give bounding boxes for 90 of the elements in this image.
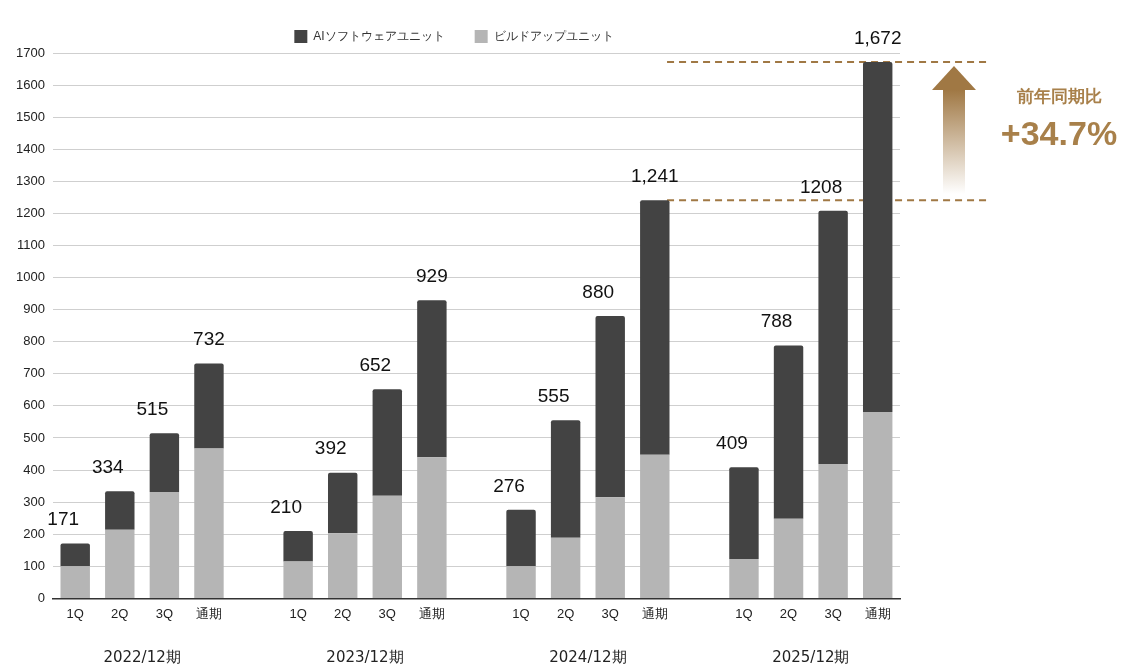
- total-label: 1,672: [853, 26, 902, 48]
- total-label: 732: [193, 328, 225, 350]
- y-tick-label: 1700: [16, 44, 45, 60]
- y-tick-label: 1500: [16, 108, 45, 124]
- text: 2023/12期: [326, 648, 404, 667]
- x-tick-label: 2Q: [334, 605, 352, 621]
- x-tick-label: 2Q: [111, 605, 129, 621]
- bar: [328, 472, 358, 534]
- y-tick-label: 100: [23, 557, 45, 573]
- y-tick-label: 1600: [16, 76, 45, 92]
- bar: [194, 363, 224, 449]
- bar: [595, 497, 625, 598]
- bar: [773, 345, 804, 519]
- x-tick-label: 3Q: [378, 605, 396, 621]
- total-label: 788: [760, 310, 793, 332]
- bar: [818, 210, 848, 464]
- text: +34.7%: [999, 114, 1119, 153]
- x-tick-label: 通期: [641, 605, 668, 621]
- text: 前年同期比: [1015, 85, 1103, 108]
- bar: [550, 420, 581, 538]
- y-tick-label: 900: [23, 301, 45, 317]
- x-tick-label: 1Q: [66, 605, 84, 621]
- bar: [640, 200, 670, 455]
- total-label: 1,241: [631, 164, 679, 186]
- bar: [372, 389, 403, 496]
- bar: [60, 543, 90, 567]
- bar: [595, 316, 625, 498]
- total-label: 171: [47, 508, 80, 530]
- total-label: 409: [716, 431, 748, 453]
- x-tick-label: 通期: [195, 605, 222, 621]
- y-tick-label: 600: [23, 397, 45, 413]
- total-label: 210: [270, 495, 302, 517]
- y-tick-label: 1100: [16, 237, 45, 253]
- text: 2024/12期: [549, 648, 627, 667]
- bar: [60, 566, 90, 598]
- bar: [283, 531, 313, 562]
- bar: [194, 448, 224, 598]
- total-label: 392: [314, 437, 347, 459]
- total-label: 555: [537, 385, 570, 407]
- bar: [506, 566, 536, 598]
- bar: [729, 558, 759, 598]
- bar: [550, 537, 581, 598]
- bar: [417, 300, 447, 458]
- bar: [506, 509, 536, 567]
- bar: [149, 491, 180, 598]
- text: 2025/12期: [772, 648, 850, 667]
- x-tick-label: 1Q: [289, 605, 307, 621]
- legend-label: ビルドアップユニット: [493, 28, 614, 43]
- y-tick-label: 500: [23, 429, 45, 445]
- x-tick-label: 2Q: [556, 605, 575, 621]
- total-label: 929: [416, 265, 448, 287]
- x-tick-label: 通期: [864, 605, 891, 621]
- y-tick-label: 700: [23, 365, 45, 381]
- y-tick-label: 300: [23, 493, 45, 509]
- total-label: 880: [582, 280, 615, 302]
- y-tick-label: 200: [23, 525, 45, 541]
- y-tick-label: 1000: [16, 269, 45, 285]
- x-tick-label: 1Q: [512, 605, 530, 621]
- text: 2022/12期: [103, 648, 181, 667]
- x-tick-label: 3Q: [155, 605, 174, 621]
- total-label: 334: [91, 455, 125, 477]
- y-tick-label: 400: [23, 461, 45, 477]
- bar: [773, 518, 804, 598]
- x-tick-label: 1Q: [735, 605, 753, 621]
- bar: [863, 412, 893, 598]
- y-tick-label: 0: [37, 589, 45, 605]
- total-label: 652: [359, 353, 392, 375]
- bar: [818, 463, 848, 598]
- bar: [149, 433, 180, 492]
- bar: [372, 495, 403, 598]
- x-tick-label: 3Q: [601, 605, 619, 621]
- bar: [328, 533, 358, 598]
- y-tick-label: 1200: [16, 204, 45, 220]
- x-tick-label: 通期: [418, 605, 445, 621]
- bar: [729, 467, 759, 559]
- x-tick-label: 3Q: [824, 605, 842, 621]
- bar: [640, 454, 670, 598]
- x-tick-label: 2Q: [779, 605, 798, 621]
- total-label: 1208: [799, 175, 843, 197]
- bar: [863, 61, 893, 412]
- y-tick-label: 1400: [16, 140, 45, 156]
- bar: [105, 491, 135, 530]
- bar: [417, 457, 447, 598]
- legend-label: AIソフトウェアユニット: [313, 28, 445, 43]
- y-tick-label: 800: [23, 333, 45, 349]
- total-label: 515: [136, 397, 169, 419]
- bar: [283, 561, 313, 598]
- bar: [105, 529, 135, 598]
- total-label: 276: [493, 474, 525, 496]
- y-tick-label: 1300: [16, 172, 45, 188]
